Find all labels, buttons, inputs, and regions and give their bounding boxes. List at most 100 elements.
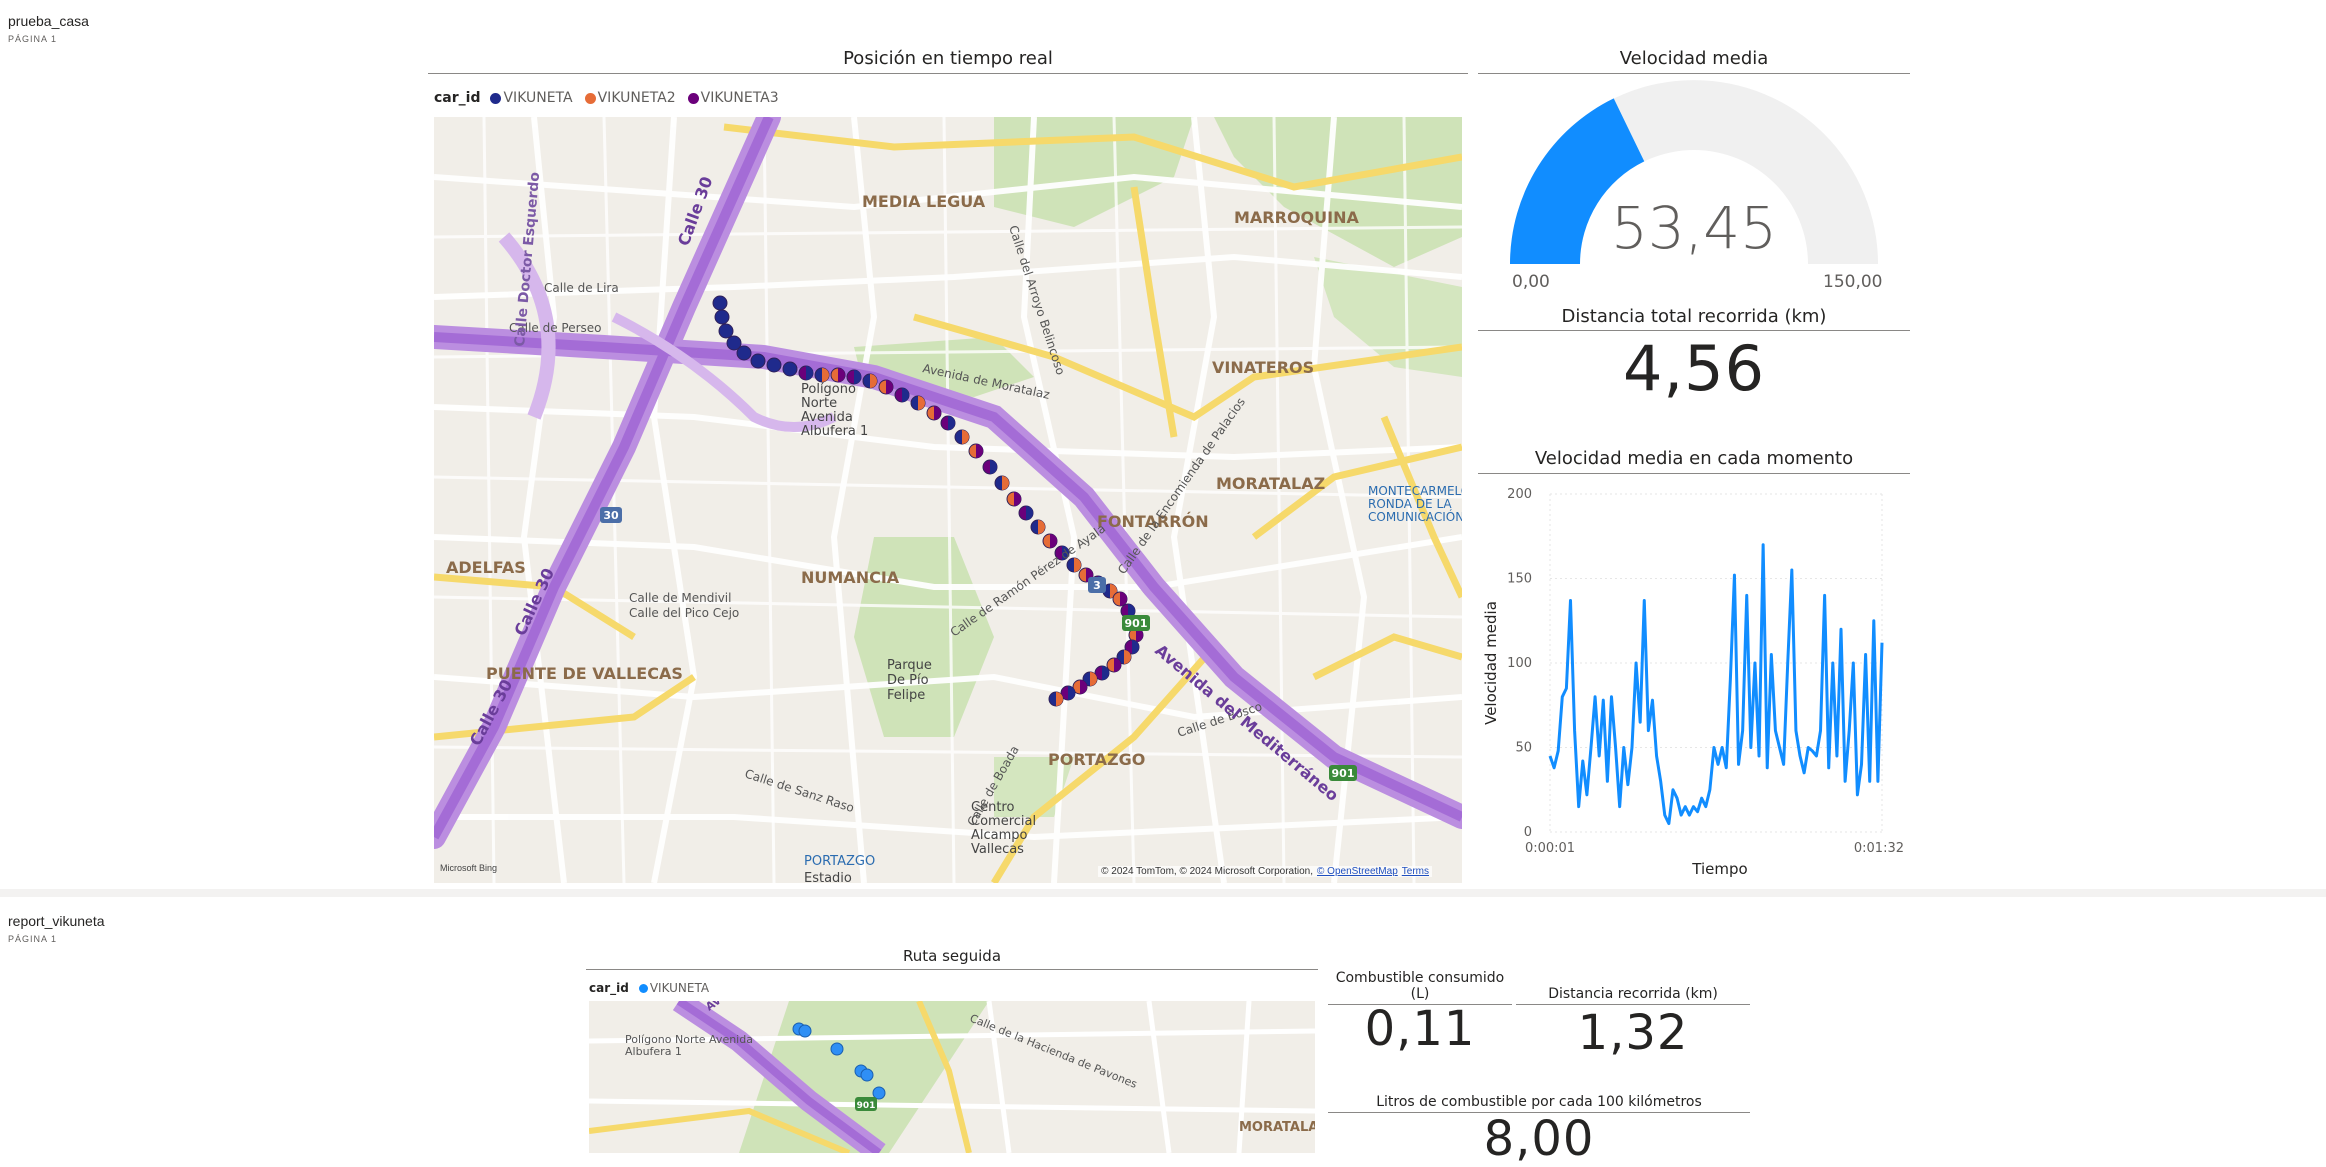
map-label: MORATALAZ <box>1239 1120 1315 1135</box>
x-axis-title: Tiempo <box>1691 860 1747 878</box>
street-label: Calle de Mendivil <box>629 591 731 605</box>
route-point-overlap <box>1026 506 1033 520</box>
street-label: Calle del Pico Cejo <box>629 606 739 620</box>
svg-text:901: 901 <box>1125 617 1148 630</box>
route-point-overlap <box>870 374 877 388</box>
route-point[interactable] <box>718 323 734 339</box>
route-point[interactable] <box>750 353 766 369</box>
route-point-overlap <box>918 396 925 410</box>
fuel-card-value: 0,11 <box>1364 1001 1476 1057</box>
map-label: PORTAZGO <box>804 854 875 869</box>
legend-dot <box>584 92 596 104</box>
route-point[interactable] <box>860 1068 874 1082</box>
park-area <box>1214 117 1462 267</box>
route-point-overlap <box>1038 520 1045 534</box>
gauge-fill <box>1510 98 1645 264</box>
distance-card-title: Distancia recorrida (km) <box>1516 986 1750 1005</box>
line-chart-title: Velocidad media en cada momento <box>1478 448 1910 474</box>
svg-text:3: 3 <box>1093 579 1101 592</box>
map-label: Centro Comercial Alcampo Vallecas <box>971 800 1036 857</box>
route-point-overlap <box>1128 604 1135 618</box>
y-tick-label: 200 <box>1507 487 1532 502</box>
report-prueba-casa: prueba_casa PÁGINA 1 Posición en tiempo … <box>8 13 1918 884</box>
map-label: PUENTE DE VALLECAS <box>486 664 683 683</box>
real-time-position-map[interactable]: 30 3 901 901 MEDIA LEGUA MARROQUINA VINA… <box>434 117 1462 883</box>
legend-item-vikuneta3[interactable]: VIKUNETA3 <box>687 90 779 106</box>
legend-item-vikuneta[interactable]: VIKUNETA <box>490 90 573 106</box>
gauge-value: 53,45 <box>1610 194 1778 262</box>
y-tick-label: 150 <box>1507 572 1532 587</box>
map-attribution: © 2024 TomTom, © 2024 Microsoft Corporat… <box>1098 866 1432 877</box>
street-label: Calle de Perseo <box>509 321 602 335</box>
legend-label: VIKUNETA <box>503 90 573 106</box>
map-legend: car_id VIKUNETA VIKUNETA2 VIKUNETA3 <box>434 90 785 106</box>
route-point[interactable] <box>782 361 798 377</box>
route-point[interactable] <box>726 335 742 351</box>
fuel-card-title-text: Combustible consumido (L) <box>1335 970 1505 1002</box>
svg-text:30: 30 <box>603 509 619 522</box>
map-label: MEDIA LEGUA <box>862 192 986 211</box>
route-point[interactable] <box>798 1024 812 1038</box>
road-badge <box>855 1097 877 1111</box>
route-point[interactable] <box>872 1086 886 1100</box>
map-label: Parque De Pío Felipe <box>887 658 932 703</box>
route-point-overlap <box>1090 672 1097 686</box>
street-label: Calle de Lira <box>544 281 619 295</box>
map-label: Polígono Norte Avenida Albufera 1 <box>625 1033 753 1058</box>
route-point-overlap <box>948 416 955 430</box>
terms-link[interactable]: Terms <box>1401 866 1429 877</box>
route-point[interactable] <box>714 309 730 325</box>
legend-dot <box>687 92 699 104</box>
route-point-overlap <box>822 368 829 382</box>
legend-label: VIKUNETA3 <box>700 90 779 106</box>
map-canvas[interactable]: 30 3 901 901 MEDIA LEGUA MARROQUINA VINA… <box>434 117 1462 883</box>
y-tick-label: 50 <box>1515 741 1532 756</box>
speed-gauge[interactable] <box>1500 80 1888 280</box>
route-point-overlap <box>1050 534 1057 548</box>
legend-dot <box>490 92 502 104</box>
legend-item-vikuneta[interactable]: VIKUNETA <box>638 981 709 995</box>
route-point-overlap <box>1114 658 1121 672</box>
route-point-overlap <box>1132 640 1139 654</box>
map-label: FONTARRÓN <box>1097 512 1209 531</box>
distance-card-value: 1,32 <box>1577 1005 1689 1061</box>
route-point-overlap <box>806 366 813 380</box>
map-label: Estadio <box>804 871 852 883</box>
route-point-overlap <box>990 460 997 474</box>
speed-line-chart[interactable]: 0 50 100 150 200 0:00:01 0:01:32 Tiempo Velocida… <box>1478 478 1918 884</box>
distance-card-title: Distancia total recorrida (km) <box>1478 306 1910 331</box>
route-point[interactable] <box>830 1042 844 1056</box>
section-divider <box>0 889 2326 897</box>
map-label: Polígono Norte Avenida Albufera 1 <box>801 382 868 439</box>
route-point[interactable] <box>736 345 752 361</box>
report-vikuneta: report_vikuneta PÁGINA 1 Ruta seguida ca… <box>0 897 2326 1167</box>
legend-label: VIKUNETA2 <box>597 90 676 106</box>
route-point-overlap <box>1062 546 1069 560</box>
route-point[interactable] <box>766 357 782 373</box>
legend-title: car_id <box>434 90 481 106</box>
legend-dot <box>638 983 648 993</box>
svg-text:901: 901 <box>1332 767 1355 780</box>
route-point[interactable] <box>712 295 728 311</box>
route-map-legend: car_id VIKUNETA <box>589 981 715 995</box>
route-map-title: Ruta seguida <box>586 947 1318 970</box>
page-label: PÁGINA 1 <box>8 34 58 44</box>
report-name[interactable]: prueba_casa <box>8 13 89 29</box>
route-point-overlap <box>976 444 983 458</box>
legend-item-vikuneta2[interactable]: VIKUNETA2 <box>584 90 676 106</box>
series-line[interactable] <box>1548 543 1884 826</box>
y-axis-title: Velocidad media <box>1482 601 1500 725</box>
svg-text:901: 901 <box>857 1101 876 1111</box>
attribution-text: © 2024 TomTom, © 2024 Microsoft Corporat… <box>1101 866 1314 877</box>
route-point-overlap <box>902 388 909 402</box>
road-badge: 30 3 901 901 <box>600 507 1357 781</box>
report-name[interactable]: report_vikuneta <box>8 913 105 929</box>
route-point-overlap <box>1002 476 1009 490</box>
osm-link[interactable]: © OpenStreetMap <box>1317 866 1398 877</box>
map-label: PORTAZGO <box>1048 750 1145 769</box>
x-tick-label: 0:01:32 <box>1854 841 1904 856</box>
route-point-overlap <box>838 368 845 382</box>
page-label: PÁGINA 1 <box>8 934 58 944</box>
